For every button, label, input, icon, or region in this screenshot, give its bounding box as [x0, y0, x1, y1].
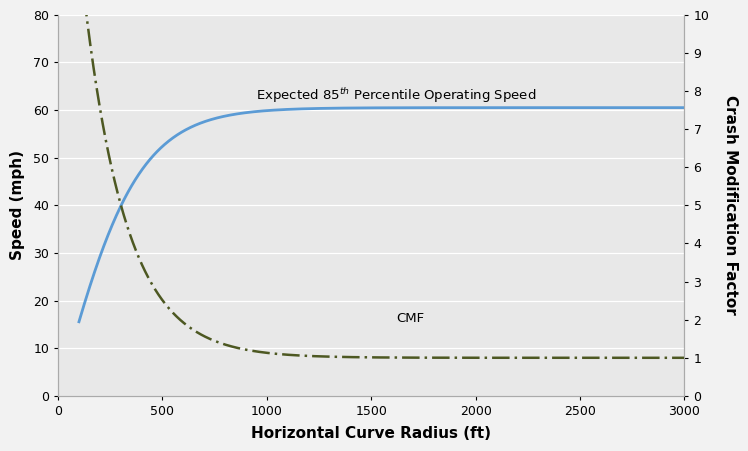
X-axis label: Horizontal Curve Radius (ft): Horizontal Curve Radius (ft): [251, 426, 491, 441]
Text: Expected 85$^{th}$ Percentile Operating Speed: Expected 85$^{th}$ Percentile Operating …: [257, 87, 537, 106]
Y-axis label: Crash Modification Factor: Crash Modification Factor: [723, 96, 738, 315]
Text: CMF: CMF: [396, 312, 424, 325]
Y-axis label: Speed (mph): Speed (mph): [10, 150, 25, 260]
